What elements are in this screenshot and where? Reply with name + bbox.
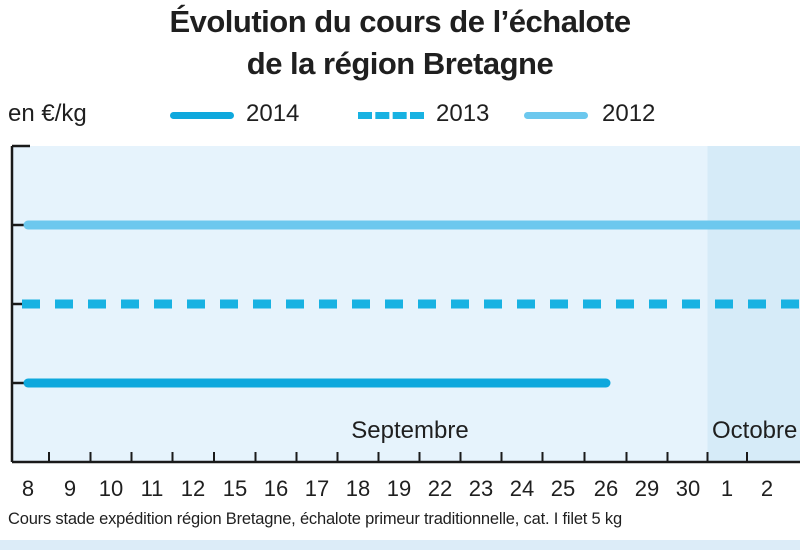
x-tick-label: 16 bbox=[264, 476, 288, 501]
x-tick-label: 22 bbox=[428, 476, 452, 501]
x-tick-label: 15 bbox=[223, 476, 247, 501]
x-tick-label: 19 bbox=[387, 476, 411, 501]
legend-swatch-2012 bbox=[524, 112, 588, 119]
month-label-october: Octobre bbox=[712, 417, 797, 444]
x-tick-label: 30 bbox=[676, 476, 700, 501]
x-tick-label: 18 bbox=[346, 476, 370, 501]
x-tick-label: 25 bbox=[551, 476, 575, 501]
x-tick-label: 9 bbox=[64, 476, 76, 501]
x-tick-label: 24 bbox=[510, 476, 534, 501]
x-tick-label: 12 bbox=[181, 476, 205, 501]
legend-item-2014: 2014 bbox=[170, 100, 310, 130]
month-label-september: Septembre bbox=[351, 417, 468, 444]
x-tick-label: 1 bbox=[721, 476, 733, 501]
legend-item-2013: 2013 bbox=[358, 100, 498, 130]
legend-label-2013: 2013 bbox=[436, 100, 490, 127]
chart-footnote: Cours stade expédition région Bretagne, … bbox=[8, 510, 622, 528]
legend-swatch-2014 bbox=[170, 112, 234, 119]
chart-title-line-2: de la région Bretagne bbox=[246, 46, 554, 81]
legend-swatch-2013 bbox=[358, 112, 424, 119]
x-tick-label: 26 bbox=[594, 476, 618, 501]
legend-item-2012: 2012 bbox=[524, 100, 684, 130]
legend-label-2012: 2012 bbox=[602, 100, 656, 127]
x-tick-label: 8 bbox=[22, 476, 34, 501]
x-tick-label: 23 bbox=[469, 476, 493, 501]
chart-title-line-1: Évolution du cours de l’échalote bbox=[169, 4, 631, 39]
legend-label-2014: 2014 bbox=[246, 100, 300, 127]
x-tick-label: 17 bbox=[305, 476, 329, 501]
y-axis-unit-label: en €/kg bbox=[8, 100, 87, 127]
x-tick-label: 2 bbox=[761, 476, 773, 501]
x-tick-label: 11 bbox=[141, 476, 164, 501]
x-tick-label: 29 bbox=[635, 476, 659, 501]
footer-band bbox=[0, 540, 800, 550]
x-tick-label: 10 bbox=[99, 476, 123, 501]
